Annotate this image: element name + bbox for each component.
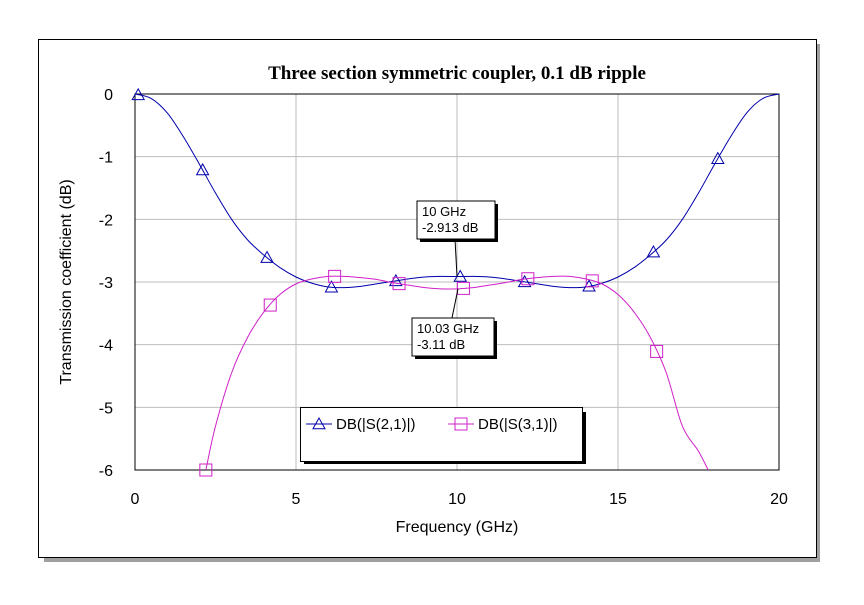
legend-label: DB(|S(2,1)|) (336, 416, 415, 433)
series-point-square (585, 274, 599, 288)
callout-leader (451, 288, 459, 319)
y-tick-label: -4 (99, 338, 113, 355)
legend-item-2: DB(|S(3,1)|) (448, 416, 557, 433)
y-tick-label: -2 (99, 212, 113, 229)
x-tick-label: 20 (770, 491, 788, 508)
callout-leader (454, 238, 458, 277)
y-tick-label: 0 (104, 87, 113, 104)
x-tick-label: 15 (609, 491, 627, 508)
series-point-square (199, 463, 213, 477)
series-point-triangle (195, 162, 210, 176)
y-tick-label: -6 (99, 463, 113, 480)
series-2 (199, 269, 709, 477)
callout-box (416, 200, 496, 240)
y-axis-label: Transmission coefficient (dB) (58, 179, 75, 384)
legend-item-1: DB(|S(2,1)|) (306, 416, 415, 433)
legend-label: DB(|S(3,1)|) (478, 416, 557, 433)
y-axis-ticks: 0 -1 -2 -3 -4 -5 -6 (99, 87, 113, 480)
plot-border (134, 93, 780, 471)
y-tick-label: -1 (99, 150, 113, 167)
callout-frequency: 10 GHz (422, 204, 466, 219)
callout-value: -2.913 dB (422, 220, 478, 235)
x-tick-label: 10 (448, 491, 466, 508)
series-point-triangle (324, 280, 339, 293)
series-point-square (328, 269, 342, 283)
chart-title: Three section symmetric coupler, 0.1 dB … (268, 63, 646, 84)
callout-box (411, 317, 495, 357)
series-point-square (456, 281, 470, 295)
marker-callout-1: 10 GHz-2.913 dB (416, 200, 498, 277)
series-point-square (263, 298, 277, 312)
y-tick-label: -5 (99, 400, 113, 417)
callout-value: -3.11 dB (417, 337, 465, 352)
series-point-square (650, 344, 664, 358)
x-axis-ticks: 0 5 10 15 20 (131, 491, 788, 508)
callout-frequency: 10.03 GHz (417, 321, 479, 336)
legend-box (300, 407, 583, 462)
legend-swatch-triangle (312, 416, 326, 430)
series-layer (131, 87, 780, 477)
series-point-triangle (646, 245, 661, 258)
marker-annotations: 10 GHz-2.913 dB 10.03 GHz-3.11 dB (411, 200, 498, 359)
x-axis-label: Frequency (GHz) (396, 519, 519, 536)
series-point-square (521, 272, 535, 286)
x-tick-label: 0 (131, 491, 140, 508)
legend: DB(|S(2,1)|) DB(|S(3,1)|) (300, 407, 586, 464)
marker-callout-2: 10.03 GHz-3.11 dB (411, 288, 497, 359)
series-point-triangle (131, 87, 146, 101)
series-point-triangle (710, 151, 725, 164)
legend-swatch-square (454, 417, 468, 431)
legend-items: DB(|S(2,1)|) DB(|S(3,1)|) (306, 416, 557, 433)
series-point-square (392, 277, 406, 291)
series-point-triangle (260, 250, 274, 263)
x-tick-label: 5 (292, 491, 301, 508)
y-tick-label: -3 (99, 275, 113, 292)
